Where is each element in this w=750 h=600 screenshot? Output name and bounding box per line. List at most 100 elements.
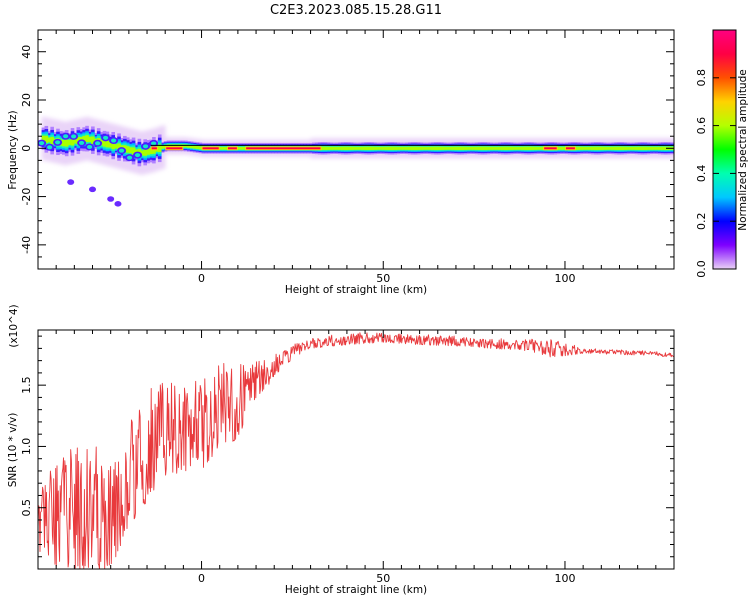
spectral-cell — [626, 146, 630, 150]
spectral-cell — [47, 137, 52, 143]
snr-y-multiplier: (x10^4) — [8, 304, 20, 347]
colorbar: 0.0 0.2 0.4 0.6 0.8 Normalized spectral ampl… — [695, 29, 749, 278]
spectral-cell — [535, 146, 540, 150]
spectral-cell — [341, 146, 345, 150]
spectral-cell — [663, 146, 668, 150]
spectral-cell — [637, 146, 642, 150]
snr-ticks: 0 50 100 0.5 1.0 1.5 — [20, 330, 675, 585]
spectral-cell — [352, 146, 357, 150]
spectral-cell — [434, 146, 438, 150]
spectral-cell — [556, 146, 560, 150]
spectral-cell — [67, 140, 72, 145]
spectral-cell — [495, 146, 499, 150]
blob-inner — [118, 148, 125, 153]
spectral-cell — [655, 146, 659, 150]
spectral-cell — [480, 146, 485, 150]
y-tick-label: 20 — [20, 93, 33, 107]
snr-xlabel: Height of straight line (km) — [285, 584, 427, 596]
y-tick-label: 1.5 — [20, 376, 33, 394]
spectral-cell — [111, 141, 116, 150]
core-peak — [166, 147, 183, 150]
spectral-cell — [85, 135, 89, 143]
spectral-cell — [91, 136, 95, 144]
spectral-cell — [582, 146, 587, 150]
scatter-feature — [107, 196, 115, 202]
scatter-feature — [114, 201, 122, 207]
spectral-cell — [428, 146, 432, 150]
spectral-cell — [370, 146, 374, 150]
spectral-cell — [195, 146, 200, 149]
blob-inner — [87, 144, 93, 149]
spectral-cell — [149, 147, 153, 155]
spectral-cell — [361, 146, 366, 150]
spectral-cell — [117, 143, 121, 151]
y-tick-label: 40 — [20, 45, 33, 59]
spectral-cell — [407, 146, 412, 150]
spectral-cell — [594, 146, 598, 150]
colorbar-tick-label: 0.2 — [695, 212, 708, 230]
spectral-cell — [323, 146, 328, 150]
x-tick-label: 100 — [554, 272, 575, 285]
spectral-cell — [576, 146, 581, 150]
colorbar-tick-label: 0.8 — [695, 69, 708, 87]
spectral-cell — [503, 146, 508, 150]
spectral-cell — [105, 140, 110, 148]
spectral-cell — [442, 146, 447, 150]
blob-inner — [71, 134, 77, 139]
snr-axes-frame — [37, 329, 675, 570]
spectral-cell — [521, 146, 525, 150]
core-peak — [565, 147, 575, 150]
core-peak — [151, 147, 157, 150]
blob-inner — [142, 144, 149, 149]
spectrogram-ticks: 0 50 100 -40 -20 0 20 40 — [20, 30, 675, 285]
spectral-cell — [82, 136, 86, 143]
colorbar-ticks: 0.0 0.2 0.4 0.6 0.8 — [695, 69, 736, 278]
spectral-cell — [346, 146, 351, 150]
core-peak — [227, 147, 237, 150]
spectral-cell — [524, 146, 528, 150]
spectral-core — [150, 146, 576, 151]
spectral-cell — [439, 146, 444, 150]
spectral-cell — [559, 146, 563, 150]
spectral-cell — [184, 144, 188, 148]
spectral-cell — [41, 135, 46, 142]
blob-inner — [150, 141, 157, 146]
spectral-cell — [634, 146, 639, 150]
spectral-cell — [128, 147, 133, 154]
spectral-cell — [187, 144, 191, 148]
spectral-cell — [628, 146, 633, 150]
scatter-feature — [67, 179, 75, 185]
spectral-cell — [460, 146, 464, 150]
core-peak — [544, 147, 557, 150]
spectral-cell — [387, 146, 392, 150]
spectral-cell — [344, 146, 348, 150]
spectral-cell — [498, 146, 502, 150]
spectral-cell — [463, 146, 467, 150]
spectral-cell — [486, 146, 491, 150]
spectral-cell — [643, 146, 648, 150]
spectral-cell — [538, 146, 543, 150]
spectral-cell — [157, 144, 162, 153]
spectral-cell — [396, 146, 400, 150]
core-peak — [246, 147, 321, 150]
spectral-cell — [492, 146, 496, 150]
spectral-cell — [355, 146, 360, 150]
blob-inner — [102, 135, 109, 140]
x-tick-label: 0 — [198, 572, 205, 585]
spectral-cell — [221, 146, 226, 150]
spectral-cell — [373, 146, 377, 150]
spectral-cell — [631, 146, 636, 150]
spectral-cell — [146, 148, 150, 155]
spectral-cell — [375, 146, 380, 150]
blob-inner — [126, 155, 133, 160]
spectral-cell — [620, 146, 624, 150]
spectral-cell — [602, 146, 607, 150]
spectral-cell — [410, 146, 415, 150]
spectral-cell — [393, 146, 398, 150]
spectral-cell — [599, 146, 604, 150]
spectral-cell — [660, 146, 665, 150]
spectral-cell — [422, 146, 427, 150]
colorbar-label: Normalized spectral amplitude — [737, 69, 749, 230]
blob-inner — [55, 140, 61, 145]
spectral-cell — [64, 139, 69, 147]
